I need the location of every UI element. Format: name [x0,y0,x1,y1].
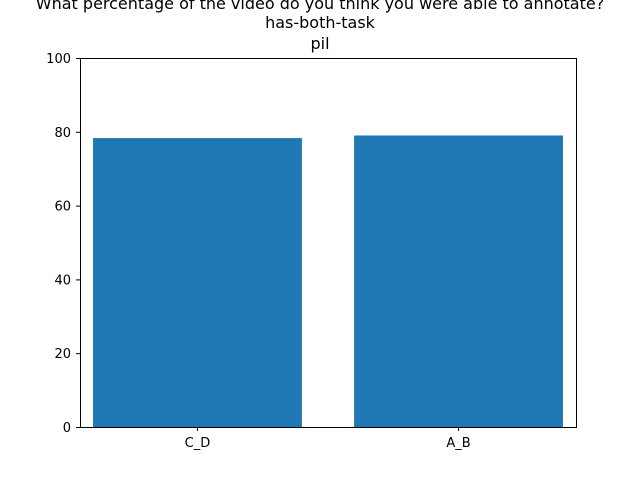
chart-title-line-1: What percentage of the video do you thin… [36,0,604,13]
x-tick-label: A_B [446,436,470,451]
chart-title-line-2: has-both-task [265,13,376,32]
chart-title: What percentage of the video do you thin… [36,0,604,53]
bar-c-d [93,138,302,427]
bars-group [93,135,563,428]
plot-area-frame [80,58,577,428]
y-axis: 0 20 40 60 80 100 [46,52,80,436]
x-tick-label: C_D [185,436,211,451]
x-axis: C_D A_B [185,427,471,451]
y-tick-label: 0 [63,421,71,436]
y-tick-label: 100 [46,52,71,67]
y-tick-label: 40 [54,273,71,288]
y-tick-label: 60 [54,200,71,215]
y-tick-label: 80 [54,126,71,141]
chart-title-line-3: pil [310,34,329,53]
y-tick-label: 20 [54,347,71,362]
bar-a-b [354,135,563,428]
